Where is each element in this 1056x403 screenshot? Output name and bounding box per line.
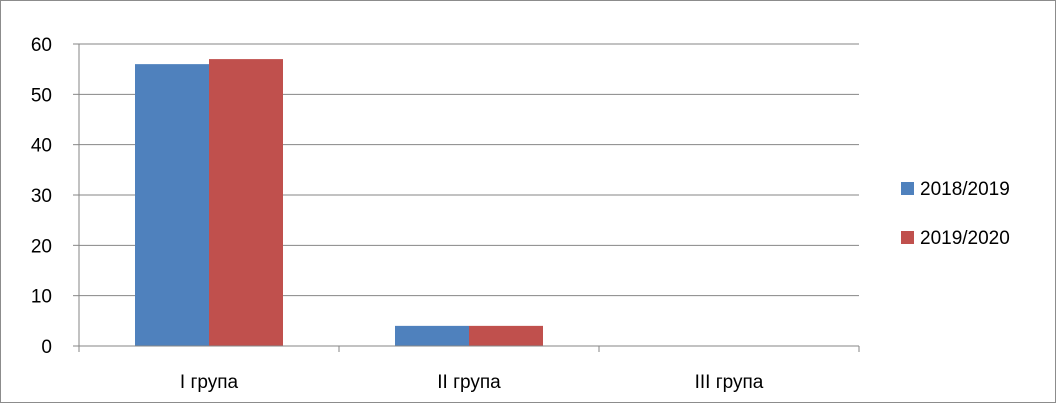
- y-tick-label: 60: [31, 35, 52, 56]
- legend-swatch: [901, 231, 914, 244]
- x-tick-label: III група: [695, 372, 764, 393]
- bar-2018-2019-1: [135, 64, 209, 346]
- legend: 2018/2019 2019/2020: [901, 179, 1010, 249]
- legend-label: 2018/2019: [920, 179, 1010, 200]
- x-tick-label: II група: [437, 372, 501, 393]
- x-axis-ticks: I група II група III група: [180, 372, 764, 393]
- bar-2019-2020-1: [209, 59, 283, 346]
- y-tick-label: 50: [31, 85, 52, 106]
- legend-label: 2019/2020: [920, 228, 1010, 249]
- y-tick-label: 20: [31, 236, 52, 257]
- y-tick-label: 30: [31, 186, 52, 207]
- axes: [73, 43, 860, 352]
- bar-2018-2019-2: [395, 325, 469, 346]
- y-tick-label: 0: [41, 337, 52, 358]
- bar-2019-2020-2: [469, 325, 543, 346]
- bars: [135, 59, 543, 346]
- y-tick-label: 40: [31, 136, 52, 157]
- legend-swatch: [901, 182, 914, 195]
- y-tick-label: 10: [31, 287, 52, 308]
- x-tick-label: I група: [180, 372, 239, 393]
- y-axis-ticks: 0 10 20 30 40 50 60: [31, 35, 52, 358]
